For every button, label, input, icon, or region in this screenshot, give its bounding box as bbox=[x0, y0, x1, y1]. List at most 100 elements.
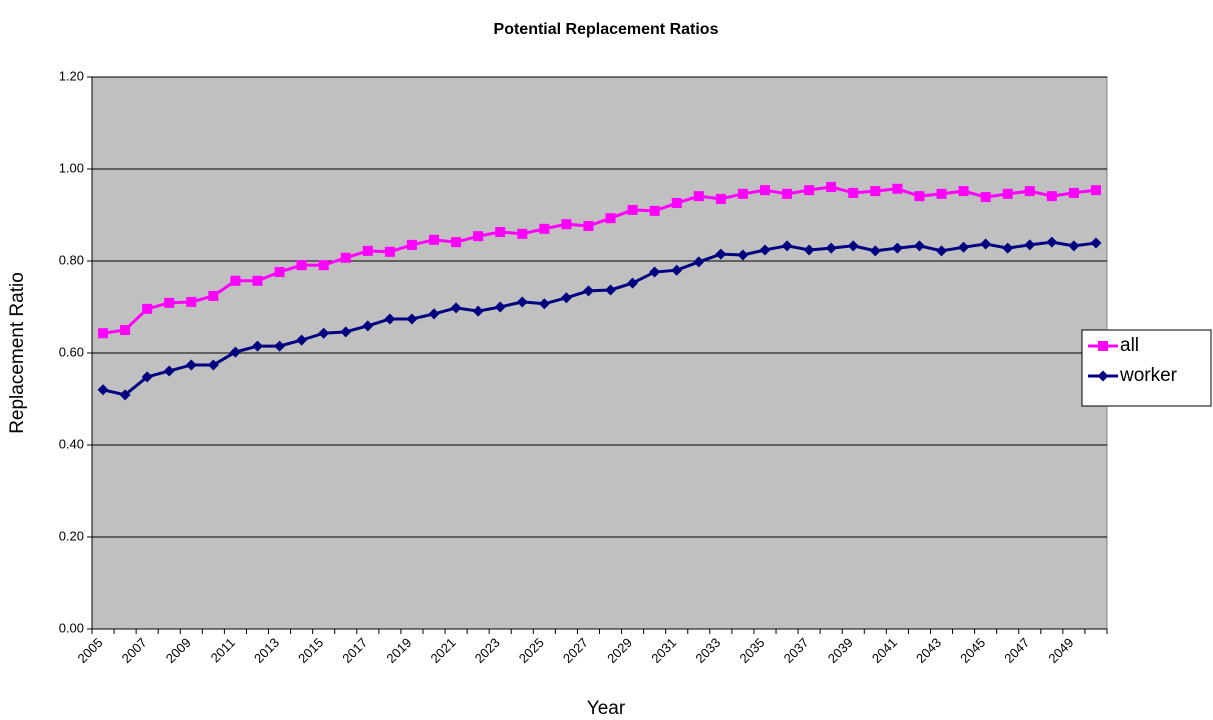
x-tick-label: 2035 bbox=[736, 635, 767, 666]
point bbox=[627, 204, 638, 215]
point bbox=[782, 188, 793, 199]
y-axis-label: Replacement Ratio bbox=[7, 272, 28, 434]
point bbox=[561, 219, 572, 230]
point bbox=[296, 260, 307, 271]
point bbox=[428, 308, 440, 320]
point bbox=[362, 245, 373, 256]
point bbox=[671, 198, 682, 209]
point bbox=[340, 326, 352, 338]
point bbox=[693, 256, 705, 268]
chart-title: Potential Replacement Ratios bbox=[494, 21, 719, 38]
x-tick-label: 2017 bbox=[339, 635, 370, 666]
point bbox=[164, 297, 175, 308]
point bbox=[296, 334, 308, 346]
point bbox=[936, 188, 947, 199]
point bbox=[119, 389, 131, 401]
point bbox=[1002, 188, 1013, 199]
x-tick-label: 2037 bbox=[781, 635, 812, 666]
point bbox=[318, 327, 330, 339]
point bbox=[185, 359, 197, 371]
point bbox=[318, 260, 329, 271]
y-tick-label: 0.60 bbox=[59, 344, 84, 359]
point bbox=[252, 275, 263, 286]
point bbox=[891, 242, 903, 254]
point bbox=[163, 365, 175, 377]
point bbox=[804, 185, 815, 196]
point bbox=[1090, 237, 1102, 249]
point bbox=[142, 303, 153, 314]
y-tick-label: 0.00 bbox=[59, 620, 84, 635]
point bbox=[450, 302, 462, 314]
point bbox=[847, 240, 859, 252]
x-tick-label: 2019 bbox=[383, 635, 414, 666]
point bbox=[97, 384, 109, 396]
x-tick-label: 2045 bbox=[957, 635, 988, 666]
point bbox=[1046, 191, 1057, 202]
point bbox=[1024, 186, 1035, 197]
point bbox=[693, 191, 704, 202]
point bbox=[825, 242, 837, 254]
point bbox=[1046, 236, 1058, 248]
point bbox=[649, 266, 661, 278]
point bbox=[936, 245, 948, 257]
point bbox=[494, 301, 506, 313]
point bbox=[582, 285, 594, 297]
legend-label: all bbox=[1120, 335, 1139, 356]
point bbox=[207, 359, 219, 371]
point bbox=[1068, 187, 1079, 198]
x-tick-label: 2015 bbox=[295, 635, 326, 666]
y-tick-label: 0.80 bbox=[59, 252, 84, 267]
point bbox=[627, 277, 639, 289]
point bbox=[98, 328, 109, 339]
point bbox=[120, 325, 131, 335]
point bbox=[980, 238, 992, 250]
x-tick-label: 2021 bbox=[428, 635, 459, 666]
point bbox=[715, 248, 727, 260]
point bbox=[1090, 185, 1101, 196]
point bbox=[340, 252, 351, 263]
y-tick-label: 0.40 bbox=[59, 436, 84, 451]
point bbox=[384, 313, 396, 325]
point bbox=[274, 340, 286, 352]
x-tick-label: 2013 bbox=[251, 635, 282, 666]
point bbox=[671, 264, 683, 276]
legend-label: worker bbox=[1119, 365, 1178, 386]
point bbox=[803, 244, 815, 256]
x-tick-label: 2031 bbox=[648, 635, 679, 666]
point bbox=[605, 213, 616, 224]
x-tick-label: 2023 bbox=[472, 635, 503, 666]
point bbox=[715, 193, 726, 204]
legend-marker bbox=[1097, 370, 1109, 382]
point bbox=[914, 191, 925, 202]
point bbox=[451, 237, 462, 248]
point bbox=[406, 239, 417, 250]
x-tick-label: 2029 bbox=[604, 635, 635, 666]
x-tick-label: 2049 bbox=[1045, 635, 1076, 666]
point bbox=[870, 186, 881, 197]
point bbox=[1068, 240, 1080, 252]
x-tick-label: 2043 bbox=[913, 635, 944, 666]
point bbox=[560, 292, 572, 304]
point bbox=[517, 228, 528, 239]
point bbox=[958, 186, 969, 197]
point bbox=[229, 346, 241, 358]
x-tick-label: 2011 bbox=[208, 635, 238, 665]
point bbox=[472, 305, 484, 317]
y-tick-label: 1.20 bbox=[59, 68, 84, 83]
point bbox=[737, 188, 748, 199]
point bbox=[826, 181, 837, 192]
point bbox=[583, 221, 594, 232]
point bbox=[516, 296, 528, 308]
x-tick-label: 2007 bbox=[119, 635, 150, 666]
x-tick-label: 2039 bbox=[825, 635, 856, 666]
series-line bbox=[102, 240, 1097, 397]
point bbox=[186, 296, 197, 307]
point bbox=[781, 240, 793, 252]
point bbox=[892, 183, 903, 194]
point bbox=[848, 187, 859, 198]
point bbox=[958, 241, 970, 253]
point bbox=[274, 267, 285, 278]
x-tick-label: 2025 bbox=[516, 635, 547, 666]
point bbox=[1024, 239, 1036, 251]
point bbox=[384, 246, 395, 257]
